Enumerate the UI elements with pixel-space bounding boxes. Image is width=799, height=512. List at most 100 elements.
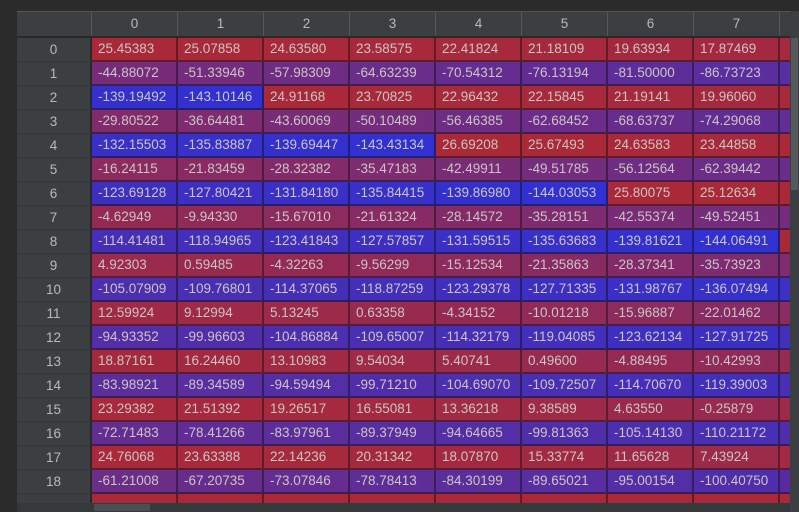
row-header-11[interactable]: 11: [17, 302, 92, 326]
row-header-2[interactable]: 2: [17, 86, 92, 110]
table-cell[interactable]: 4.92303: [92, 254, 178, 278]
table-cell[interactable]: 16.24460: [178, 350, 264, 374]
table-cell[interactable]: 23.63388: [178, 446, 264, 470]
table-cell[interactable]: -76.13194: [522, 62, 608, 86]
table-cell[interactable]: 22.96432: [436, 86, 522, 110]
table-cell[interactable]: -28.32382: [264, 158, 350, 182]
corner-header[interactable]: [17, 12, 92, 36]
table-cell[interactable]: 0.59485: [178, 254, 264, 278]
table-cell[interactable]: -110.21172: [694, 422, 780, 446]
column-header-6[interactable]: 6: [608, 12, 694, 36]
table-cell[interactable]: 23.70825: [350, 86, 436, 110]
table-cell[interactable]: 21.51392: [178, 398, 264, 422]
table-cell[interactable]: -35.47183: [350, 158, 436, 182]
horizontal-scrollbar[interactable]: [17, 503, 790, 512]
table-cell[interactable]: -104.69070: [436, 374, 522, 398]
table-cell-partial[interactable]: [436, 494, 522, 503]
table-cell[interactable]: 22.41824: [436, 38, 522, 62]
table-cell[interactable]: -0.25879: [694, 398, 780, 422]
table-cell[interactable]: -127.57857: [350, 230, 436, 254]
row-header-3[interactable]: 3: [17, 110, 92, 134]
partial-column-cell[interactable]: [780, 134, 790, 158]
table-cell[interactable]: 19.26517: [264, 398, 350, 422]
table-cell[interactable]: -104.86884: [264, 326, 350, 350]
table-cell[interactable]: 25.07858: [178, 38, 264, 62]
table-cell[interactable]: 19.96060: [694, 86, 780, 110]
table-cell[interactable]: -89.65021: [522, 470, 608, 494]
column-header-2[interactable]: 2: [264, 12, 350, 36]
table-cell[interactable]: 9.12994: [178, 302, 264, 326]
table-cell[interactable]: -114.70670: [608, 374, 694, 398]
table-cell[interactable]: -89.34589: [178, 374, 264, 398]
vertical-scrollbar-thumb[interactable]: [791, 38, 798, 190]
table-cell[interactable]: 5.40741: [436, 350, 522, 374]
table-cell[interactable]: -56.46385: [436, 110, 522, 134]
table-cell[interactable]: -119.04085: [522, 326, 608, 350]
table-cell[interactable]: -49.51785: [522, 158, 608, 182]
table-cell[interactable]: -109.76801: [178, 278, 264, 302]
table-cell[interactable]: -99.96603: [178, 326, 264, 350]
column-header-7[interactable]: 7: [694, 12, 780, 36]
table-cell[interactable]: -135.83887: [178, 134, 264, 158]
table-cell[interactable]: 9.38589: [522, 398, 608, 422]
column-header-0[interactable]: 0: [92, 12, 178, 36]
table-cell[interactable]: -10.42993: [694, 350, 780, 374]
column-header-5[interactable]: 5: [522, 12, 608, 36]
table-cell[interactable]: -131.84180: [264, 182, 350, 206]
table-cell[interactable]: 21.19141: [608, 86, 694, 110]
table-cell[interactable]: -29.80522: [92, 110, 178, 134]
table-cell[interactable]: 23.29382: [92, 398, 178, 422]
partial-column-cell[interactable]: [780, 38, 790, 62]
table-cell[interactable]: 13.10983: [264, 350, 350, 374]
row-header-17[interactable]: 17: [17, 446, 92, 470]
partial-column-cell[interactable]: [780, 302, 790, 326]
table-cell[interactable]: 16.55081: [350, 398, 436, 422]
table-cell[interactable]: 17.87469: [694, 38, 780, 62]
table-cell[interactable]: -22.01462: [694, 302, 780, 326]
table-cell[interactable]: -10.01218: [522, 302, 608, 326]
row-header-partial[interactable]: [17, 494, 92, 503]
partial-column-cell[interactable]: [780, 182, 790, 206]
table-cell[interactable]: 20.31342: [350, 446, 436, 470]
table-cell[interactable]: -135.63683: [522, 230, 608, 254]
partial-column-cell[interactable]: [780, 278, 790, 302]
row-header-5[interactable]: 5: [17, 158, 92, 182]
partial-column-cell[interactable]: [780, 158, 790, 182]
table-cell[interactable]: -78.78413: [350, 470, 436, 494]
partial-column-cell[interactable]: [780, 206, 790, 230]
table-cell[interactable]: -100.40750: [694, 470, 780, 494]
table-cell[interactable]: -62.39442: [694, 158, 780, 182]
table-cell[interactable]: -57.98309: [264, 62, 350, 86]
table-cell[interactable]: -94.64665: [436, 422, 522, 446]
partial-column-cell[interactable]: [780, 62, 790, 86]
table-cell[interactable]: -109.65007: [350, 326, 436, 350]
table-cell[interactable]: 25.67493: [522, 134, 608, 158]
table-cell-partial[interactable]: [264, 494, 350, 503]
partial-column-cell[interactable]: [780, 374, 790, 398]
table-cell[interactable]: -84.30199: [436, 470, 522, 494]
table-cell[interactable]: -118.87259: [350, 278, 436, 302]
row-header-16[interactable]: 16: [17, 422, 92, 446]
table-cell[interactable]: -44.88072: [92, 62, 178, 86]
table-cell[interactable]: -132.15503: [92, 134, 178, 158]
table-cell[interactable]: -21.83459: [178, 158, 264, 182]
table-cell[interactable]: -136.07494: [694, 278, 780, 302]
table-cell[interactable]: 24.76068: [92, 446, 178, 470]
table-cell[interactable]: -143.43134: [350, 134, 436, 158]
table-cell[interactable]: -139.19492: [92, 86, 178, 110]
table-cell[interactable]: 0.63358: [350, 302, 436, 326]
column-header-3[interactable]: 3: [350, 12, 436, 36]
table-cell[interactable]: -94.59494: [264, 374, 350, 398]
table-cell[interactable]: -83.98921: [92, 374, 178, 398]
table-cell[interactable]: -35.28151: [522, 206, 608, 230]
partial-column-cell[interactable]: [780, 110, 790, 134]
table-cell[interactable]: -123.69128: [92, 182, 178, 206]
table-cell[interactable]: 23.58575: [350, 38, 436, 62]
table-cell-partial[interactable]: [608, 494, 694, 503]
partial-column-cell[interactable]: [780, 446, 790, 470]
table-cell[interactable]: -21.61324: [350, 206, 436, 230]
table-cell[interactable]: -15.96887: [608, 302, 694, 326]
table-cell[interactable]: -123.41843: [264, 230, 350, 254]
partial-column-cell[interactable]: [780, 86, 790, 110]
table-cell[interactable]: -50.10489: [350, 110, 436, 134]
